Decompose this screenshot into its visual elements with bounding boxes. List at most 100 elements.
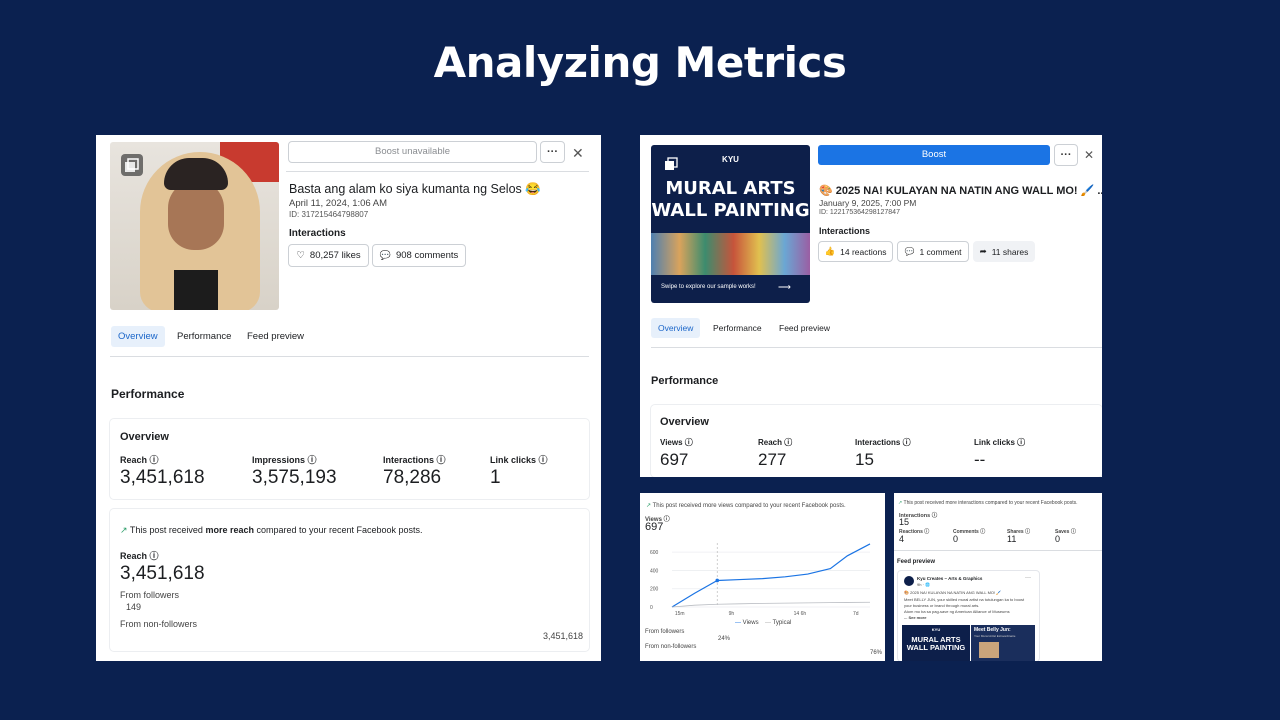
interactions-preview-panel: ↗ This post received more interactions c… [894,493,1102,661]
overview-heading: Overview [660,416,709,428]
page-avatar [904,576,914,586]
preview-line-1: 🎨 2025 NA! KULAYAN NA NATIN ANG WALL MO!… [904,590,1002,595]
feed-preview-label: Feed preview [897,559,936,565]
mini-thumb-right: Meet Belly Jun: Your Mural Artist Extrao… [971,625,1035,661]
gallery-icon [121,154,143,176]
arrow-right-icon: ⟶ [778,282,791,292]
saves-col-label: Saves ⓘ [1055,529,1076,535]
reach-detail-label: Reach ⓘ [120,551,159,561]
metric-link-clicks-label: Link clicks ⓘ [974,438,1026,447]
shares-col-label: Shares ⓘ [1007,529,1031,535]
y-tick-label: 200 [650,587,659,593]
y-tick-label: 600 [650,550,659,556]
y-tick-label: 400 [650,568,659,574]
tab-performance[interactable]: Performance [177,331,232,342]
comments-chip[interactable]: 💬 908 comments [372,244,466,267]
preview-line-2: Meet BELLY JUN, your skilled mural artis… [904,597,1025,602]
thumb-footer: Swipe to explore our sample works! [661,284,756,290]
hover-point [715,578,720,583]
metric-link-clicks-value: -- [974,450,986,469]
likes-chip[interactable]: ♡ 80,257 likes [288,244,369,267]
page-name: Kyu Creates – Arts & Graphics [917,576,983,581]
tab-feed-preview[interactable]: Feed preview [247,331,305,342]
tab-overview[interactable]: Overview [651,318,701,338]
share-icon: ➦ [979,246,987,256]
metric-link-clicks-label: Link clicks ⓘ [490,455,548,465]
comments-col-label: Comments ⓘ [953,529,986,535]
preview-divider [894,550,1102,551]
reach-detail-value: 3,451,618 [120,563,205,584]
more-options-button[interactable]: ··· [540,141,565,163]
x-tick-label: 14 6h [794,611,807,617]
reactions-col-value: 4 [899,534,905,544]
shares-col-value: 11 [1007,534,1017,544]
overview-card [110,419,589,499]
metric-interactions-label: Interactions ⓘ [383,455,446,465]
series-line-views [671,543,871,608]
more-options-button[interactable]: ··· [1054,144,1078,166]
tabs-divider [110,356,589,357]
tab-overview[interactable]: Overview [111,326,165,347]
x-tick-label: 9h [729,611,735,617]
views-chart-panel: ↗ This post received more views compared… [640,493,885,661]
shares-chip[interactable]: ➦ 11 shares [973,241,1035,262]
thumb-title-1: MURAL ARTS [665,178,796,199]
interactions-label: Interactions ⓘ [899,513,938,519]
interactions-heading: Interactions [289,228,346,239]
post-title: 🎨 2025 NA! KULAYAN NA NATIN ANG WALL MO!… [819,185,1102,197]
x-tick-label: 15m [675,611,685,617]
tab-feed-preview[interactable]: Feed preview [779,323,831,333]
close-icon[interactable]: ✕ [1084,148,1095,162]
see-more-link[interactable]: ... See more [904,615,927,620]
post-thumbnail[interactable] [110,142,279,310]
close-icon[interactable]: ✕ [572,145,584,161]
post-thumbnail[interactable]: KYU MURAL ARTS WALL PAINTING Swipe to ex… [651,145,810,303]
preview-line-4: Atom mo ba sa pag-save ng American Allia… [904,609,1010,614]
views-label: Views ⓘ [645,517,670,523]
feed-preview-card[interactable]: Kyu Creates – Arts & Graphics 9h · 🌐 ···… [898,571,1039,661]
trend-up-icon: ↗ [646,503,652,509]
x-tick-label: 7d [853,611,859,617]
page-time: 9h · 🌐 [917,582,930,587]
face-shape [168,180,224,250]
tab-performance[interactable]: Performance [713,323,762,333]
metric-reach-value: 277 [758,450,787,469]
performance-heading: Performance [111,387,185,401]
likes-label: 80,257 likes [309,250,361,261]
mini-brand: KYU [931,627,941,632]
preview-more-icon: ··· [1025,575,1031,581]
thumbs-up-icon: 👍 [824,246,836,256]
boost-button[interactable]: Boost [818,145,1050,165]
metric-reach-value: 3,451,618 [120,467,205,488]
boost-unavailable-button[interactable]: Boost unavailable [288,141,537,163]
slide-title: Analyzing Metrics [433,38,847,87]
reactions-chip[interactable]: 👍 14 reactions [818,241,893,262]
trend-up-icon: ↗ [120,525,128,535]
metric-views-label: Views ⓘ [660,438,693,447]
interactions-value: 15 [899,517,910,527]
dark-shirt [174,270,218,310]
from-followers-label: From followers [645,629,685,635]
mini-thumb-left: KYU MURAL ARTS WALL PAINTING [902,625,970,661]
from-nonfollowers-label: From non-followers [645,644,697,650]
legend-typical: — Typical [765,620,792,626]
from-nonfollowers-value: 3,451,618 [543,631,584,641]
mini-right-title: Meet Belly Jun: [974,627,1011,633]
comments-chip[interactable]: 💬 1 comment [897,241,969,262]
from-followers-label: From followers [120,590,180,600]
overview-card [651,405,1102,477]
post-date: January 9, 2025, 7:00 PM [819,198,917,208]
metric-impressions-value: 3,575,193 [252,467,337,488]
from-followers-value: 149 [126,602,142,612]
from-nonfollowers-pct: 76% [870,650,883,656]
y-tick-label: 0 [650,605,653,611]
mini-title: MURAL ARTS WALL PAINTING [906,635,966,652]
right-insights-panel: KYU MURAL ARTS WALL PAINTING Swipe to ex… [640,135,1102,477]
saves-col-value: 0 [1055,534,1061,544]
legend-views: — Views [735,620,759,626]
views-insight: ↗ This post received more views compared… [646,503,846,509]
gallery-icon [664,157,678,171]
metric-impressions-label: Impressions ⓘ [252,455,317,465]
comment-icon: 💬 [379,250,391,260]
from-followers-pct: 24% [718,636,731,642]
